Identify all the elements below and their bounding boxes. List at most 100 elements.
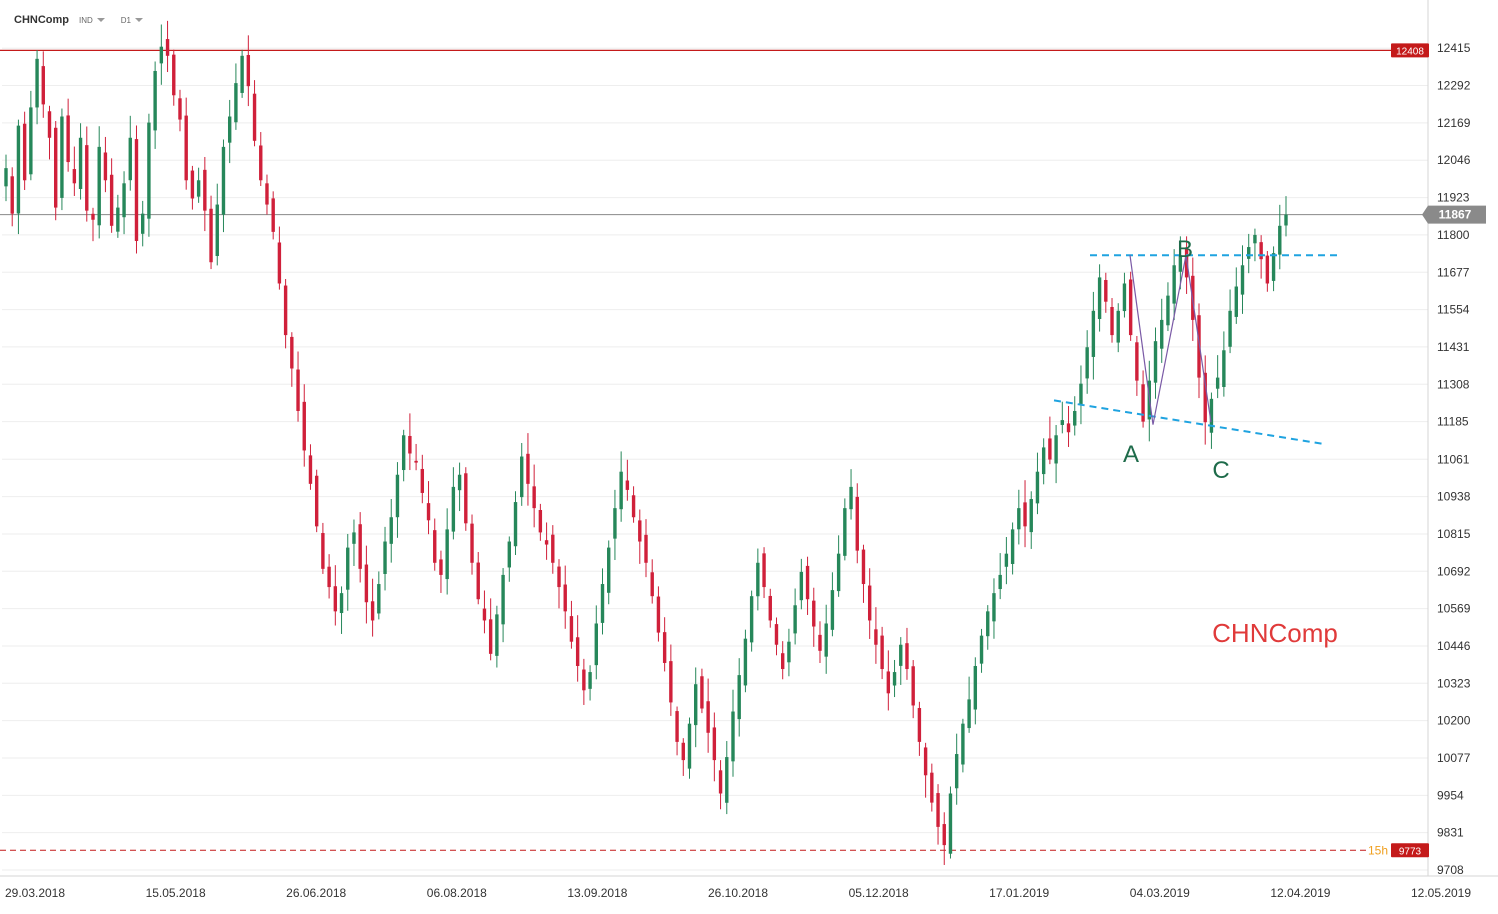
y-tick-label: 10569 — [1437, 602, 1471, 616]
candle-body — [215, 204, 219, 257]
candle-body — [812, 600, 816, 627]
candle-body — [669, 661, 673, 703]
x-axis: 29.03.2018 15.05.2018 26.06.2018 06.08.2018… — [0, 875, 1498, 900]
candle-body — [1215, 377, 1220, 389]
candle-body — [899, 644, 903, 666]
candle-body — [768, 595, 772, 621]
candle-body — [122, 183, 126, 218]
candle-body — [588, 672, 592, 689]
y-tick-label: 11431 — [1437, 340, 1470, 354]
candle-body — [1259, 242, 1263, 260]
timeframe-dropdown-icon[interactable] — [135, 18, 144, 22]
candle-body — [1004, 553, 1009, 567]
candle-body — [1079, 383, 1083, 405]
last-price-badge-label: 11867 — [1439, 208, 1472, 222]
candle-body — [675, 711, 679, 742]
candle-body — [1122, 283, 1127, 312]
candle-body — [1029, 499, 1033, 533]
y-tick-label: 9708 — [1437, 863, 1464, 877]
candle-body — [140, 213, 145, 234]
candle-body — [830, 590, 835, 630]
candle-body — [54, 127, 58, 208]
pattern-label-c: C — [1212, 457, 1229, 484]
y-tick-label: 11308 — [1437, 377, 1470, 391]
candle-body — [905, 643, 909, 670]
candle-body — [439, 559, 443, 575]
candle-body — [1278, 225, 1282, 255]
candle-body — [97, 146, 101, 226]
candle-body — [756, 562, 760, 597]
candle-body — [557, 566, 561, 588]
y-tick-label: 12169 — [1437, 116, 1471, 130]
candle-body — [1247, 247, 1251, 259]
candle-body — [681, 742, 685, 761]
candle-body — [762, 553, 766, 588]
x-tick-label: 29.03.2018 — [5, 886, 65, 900]
candle-body — [818, 634, 822, 651]
candle-body — [638, 520, 642, 542]
candle-body — [147, 122, 151, 219]
candle-body — [271, 198, 275, 232]
candle-body — [209, 208, 213, 263]
candle-body — [221, 146, 226, 215]
category-dropdown-icon[interactable] — [96, 18, 105, 22]
candle-body — [109, 174, 114, 226]
candle-body — [377, 584, 381, 614]
candle-body — [700, 676, 704, 709]
candle-body — [526, 453, 530, 484]
timeframe-label[interactable]: D1 — [120, 15, 132, 25]
category-label[interactable]: IND — [79, 15, 93, 25]
candle-body — [644, 534, 648, 563]
candle-body — [1228, 310, 1232, 347]
candle-body — [240, 55, 244, 93]
y-tick-label: 11554 — [1437, 303, 1470, 317]
candle-body — [1048, 438, 1052, 460]
support-trendline — [1053, 399, 1327, 446]
candle-body — [582, 669, 586, 691]
candle-body — [333, 586, 338, 612]
candle-body — [1091, 310, 1096, 357]
candle-body — [1066, 423, 1071, 433]
candle-body — [78, 137, 83, 189]
candle-body — [308, 455, 313, 484]
candle-body — [936, 793, 940, 827]
candle-body — [41, 66, 45, 105]
candle-body — [886, 671, 891, 694]
candle-body — [998, 574, 1002, 590]
candle-body — [631, 495, 636, 518]
candle-body — [880, 635, 884, 670]
candle-body — [265, 183, 269, 205]
y-tick-label: 12046 — [1437, 153, 1471, 167]
y-tick-label: 10446 — [1437, 639, 1471, 653]
candle-body — [414, 460, 418, 463]
y-tick-label: 12292 — [1437, 79, 1471, 93]
candle-body — [1284, 214, 1288, 226]
candle-body — [917, 708, 922, 742]
chart-toolbar: CHNComp IND D1 — [14, 12, 159, 28]
candle-body — [563, 584, 567, 612]
candle-body — [4, 168, 8, 187]
x-tick-label: 06.08.2018 — [427, 886, 487, 900]
x-tick-label: 04.03.2019 — [1130, 886, 1190, 900]
candle-body — [718, 770, 723, 794]
y-tick-label: 9831 — [1437, 826, 1464, 840]
candle-body — [234, 83, 238, 123]
candle-body — [861, 549, 866, 585]
support-timeframe-tag: 15h — [1368, 843, 1388, 857]
candle-body — [979, 635, 984, 664]
candle-body — [1197, 315, 1201, 378]
x-tick-label: 15.05.2018 — [146, 886, 206, 900]
symbol-label[interactable]: CHNComp — [14, 14, 69, 26]
y-tick-label: 10815 — [1437, 527, 1471, 541]
candle-body — [1017, 508, 1021, 530]
candle-body — [625, 480, 630, 490]
candle-body — [184, 115, 188, 181]
candle-body — [172, 54, 176, 96]
candle-body — [16, 125, 21, 214]
candle-body — [259, 145, 263, 181]
candle-body — [1097, 277, 1102, 319]
pattern-label-a: A — [1123, 441, 1139, 468]
candle-body — [1253, 234, 1257, 244]
